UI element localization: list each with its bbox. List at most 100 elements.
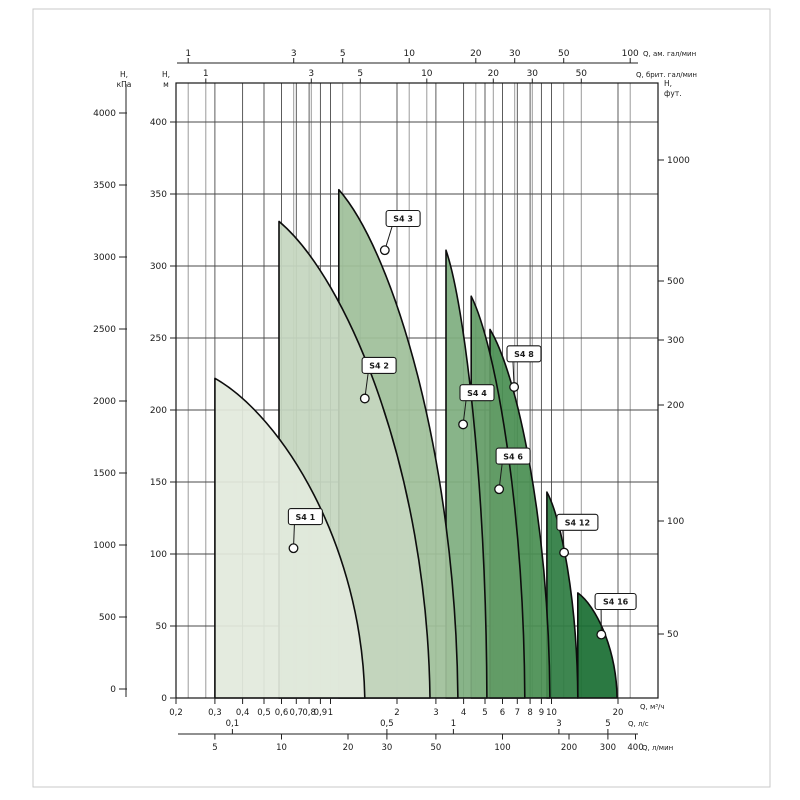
svg-text:100: 100 [622,49,639,59]
svg-text:10: 10 [403,49,415,59]
svg-text:S4 4: S4 4 [467,389,487,398]
svg-text:100: 100 [667,517,684,527]
svg-text:6: 6 [500,708,505,718]
svg-text:H,: H, [664,79,672,88]
svg-text:S4 8: S4 8 [514,350,534,359]
pump-label-box [556,513,599,531]
svg-text:300: 300 [667,336,684,346]
svg-text:3: 3 [556,719,561,729]
svg-text:3: 3 [291,49,297,59]
svg-text:250: 250 [150,334,167,344]
svg-text:20: 20 [488,69,500,79]
svg-text:1000: 1000 [93,541,116,551]
pump-label-s4-6: S4 6 [494,447,531,495]
pump-label-box [506,345,542,363]
pump-label-box [594,592,637,611]
pump-label-box [459,384,495,402]
pump-label-s4-4: S4 4 [458,384,495,430]
axis-right-ft: 1000 500 300 200 100 50 H,фут. [658,79,690,640]
svg-text:500: 500 [99,613,116,623]
svg-text:Q, л/мин: Q, л/мин [642,744,673,752]
axis-top-usgal: 1 3 5 10 20 30 50 100 Q, ам. гал/мин [177,49,696,64]
svg-text:S4 12: S4 12 [565,519,590,528]
svg-text:м: м [163,80,169,89]
svg-text:фут.: фут. [664,89,682,98]
svg-text:5: 5 [482,708,487,718]
pump-region-s4-12 [546,491,579,699]
svg-text:20: 20 [470,49,482,59]
svg-text:1: 1 [328,708,333,718]
page-frame [32,8,771,788]
svg-text:50: 50 [430,743,441,753]
svg-text:300: 300 [600,743,616,753]
svg-text:0,2: 0,2 [169,708,183,718]
svg-text:10: 10 [276,743,287,753]
pump-label-s4-8: S4 8 [506,345,542,392]
svg-text:8: 8 [527,708,532,718]
svg-text:5: 5 [340,49,346,59]
svg-text:0,6: 0,6 [275,708,289,718]
svg-text:50: 50 [156,622,168,632]
svg-text:0: 0 [161,694,167,704]
svg-text:Q, л/с: Q, л/с [628,720,649,728]
svg-text:3: 3 [308,69,314,79]
svg-text:150: 150 [150,478,167,488]
svg-text:10: 10 [421,69,433,79]
pump-marker-dot [288,543,299,554]
svg-text:9: 9 [539,708,544,718]
svg-text:30: 30 [527,69,539,79]
pump-label-box [385,209,421,228]
pump-label-box [287,508,323,526]
pump-marker-dot [596,629,607,640]
svg-text:H,: H, [162,70,170,79]
svg-text:0,4: 0,4 [236,708,250,718]
svg-text:1500: 1500 [93,469,116,479]
pump-marker-dot [559,547,570,558]
svg-text:200: 200 [150,406,167,416]
svg-text:4: 4 [461,708,466,718]
svg-text:300: 300 [150,262,167,272]
svg-text:кПа: кПа [117,80,132,89]
svg-text:S4 3: S4 3 [393,215,413,224]
svg-text:30: 30 [381,743,392,753]
svg-text:0,3: 0,3 [208,708,222,718]
pump-marker-dot [379,245,390,256]
axis-top-brgal: 1 3 5 10 20 30 50 Q, брит. гал/мин [203,69,697,84]
svg-text:20: 20 [613,708,624,718]
pump-label-box [495,447,531,465]
svg-text:S4 16: S4 16 [603,598,629,607]
pump-marker-dot [458,419,469,430]
svg-text:Q, брит. гал/мин: Q, брит. гал/мин [636,71,697,79]
svg-text:3000: 3000 [93,253,116,263]
svg-text:400: 400 [627,743,643,753]
svg-text:H,: H, [120,70,128,79]
svg-text:Q, ам. гал/мин: Q, ам. гал/мин [643,50,696,58]
pump-region-s4-1 [214,377,366,699]
svg-text:Q, м³/ч: Q, м³/ч [640,703,665,711]
svg-text:3: 3 [433,708,438,718]
svg-text:20: 20 [343,743,354,753]
axis-bottom-m3h: 0,2 0,3 0,4 0,5 0,6 0,7 0,80,9 1 2 3 4 5 6 7 8 9 10 20 Q, … [169,698,665,718]
svg-text:3500: 3500 [93,181,116,191]
pump-label-s4-3: S4 3 [379,209,421,256]
pump-region-s4-4 [445,249,488,699]
svg-text:7: 7 [515,708,520,718]
svg-text:0: 0 [110,685,116,695]
svg-text:1: 1 [185,49,191,59]
svg-text:0,8: 0,8 [302,708,316,718]
svg-text:5: 5 [605,719,610,729]
pump-marker-dot [359,393,370,404]
axis-left-m: 0 50 100 150 200 250 300 350 400 H,м [150,70,176,704]
pump-marker-dot [494,484,505,495]
svg-text:30: 30 [509,49,521,59]
svg-text:100: 100 [150,550,167,560]
svg-text:0,1: 0,1 [226,719,240,729]
svg-text:1000: 1000 [667,156,690,166]
plot-border [175,82,659,699]
svg-text:2: 2 [394,708,399,718]
svg-text:1: 1 [203,69,209,79]
svg-text:50: 50 [558,49,570,59]
pump-label-s4-12: S4 12 [556,513,599,558]
